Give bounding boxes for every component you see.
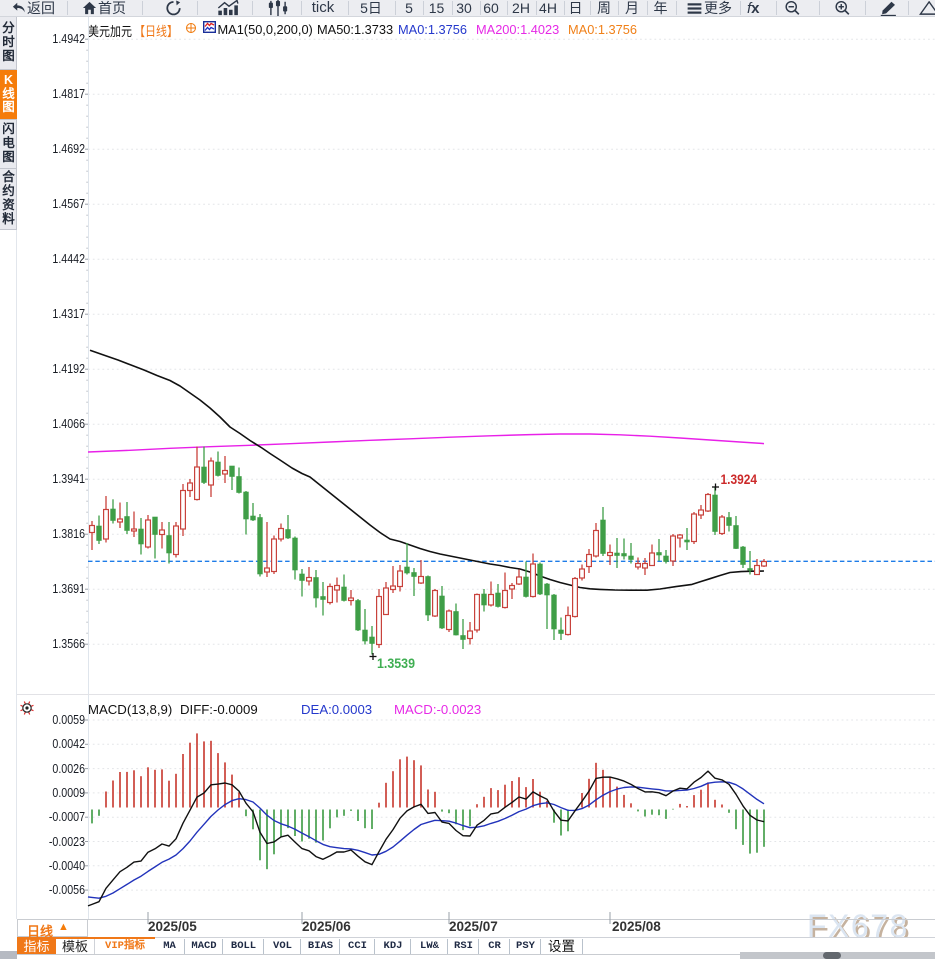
svg-text:1.3539: 1.3539 — [377, 655, 415, 671]
svg-text:1.3924: 1.3924 — [721, 471, 758, 487]
